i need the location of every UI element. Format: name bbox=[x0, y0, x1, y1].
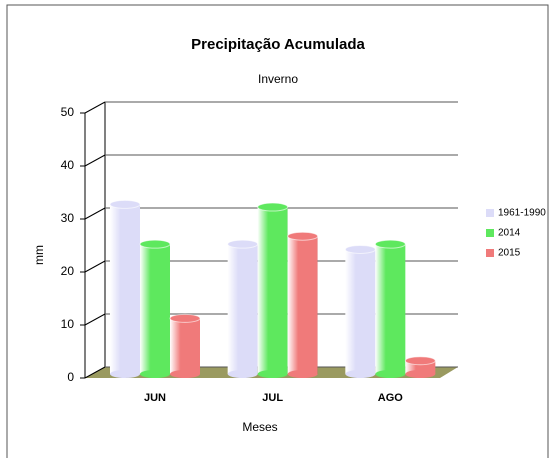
bar-top bbox=[344, 244, 376, 254]
bar-bottom bbox=[287, 370, 318, 378]
bar bbox=[374, 239, 406, 378]
bar bbox=[257, 202, 289, 378]
bar-top bbox=[374, 239, 406, 249]
bar-body bbox=[375, 244, 406, 374]
bar-bottom bbox=[170, 370, 200, 378]
bar bbox=[227, 239, 259, 378]
grid-line bbox=[84, 207, 106, 220]
bar-body bbox=[140, 244, 170, 374]
bar-top bbox=[169, 313, 201, 323]
bar-body bbox=[345, 249, 376, 374]
y-axis-label: mm bbox=[32, 245, 46, 265]
y-tick-label: 20 bbox=[61, 264, 75, 278]
bar-bottom bbox=[375, 370, 406, 378]
bar-body bbox=[287, 236, 318, 374]
chart-title: Precipitação Acumulada bbox=[191, 36, 365, 53]
grid-line bbox=[84, 101, 106, 114]
y-tick-label: 10 bbox=[61, 317, 75, 331]
bar-top bbox=[139, 239, 171, 249]
legend-label: 2014 bbox=[498, 228, 521, 239]
bar-top bbox=[404, 356, 436, 366]
bar-top bbox=[109, 199, 141, 209]
bar-body bbox=[227, 244, 258, 374]
bar-body bbox=[257, 207, 288, 374]
x-tick-label: JUN bbox=[144, 392, 166, 404]
grid-line bbox=[84, 366, 106, 379]
grid-line bbox=[84, 313, 106, 326]
bar-bottom bbox=[257, 370, 288, 378]
x-tick-label: AGO bbox=[378, 392, 404, 404]
bar bbox=[139, 239, 171, 378]
bar-bottom bbox=[405, 370, 436, 378]
bar-bottom bbox=[345, 370, 376, 378]
grid-line bbox=[84, 154, 106, 167]
bar bbox=[169, 313, 201, 378]
y-tick-label: 0 bbox=[67, 370, 74, 384]
bar-body bbox=[110, 204, 140, 374]
bar bbox=[109, 199, 141, 378]
grid-line bbox=[84, 260, 106, 273]
bar-bottom bbox=[110, 370, 140, 378]
x-tick-label: JUL bbox=[262, 392, 283, 404]
y-tick-label: 40 bbox=[61, 158, 75, 172]
bar-top bbox=[257, 202, 289, 212]
bar-bottom bbox=[227, 370, 258, 378]
legend-label: 2015 bbox=[498, 248, 521, 259]
x-axis-label: Meses bbox=[242, 420, 277, 434]
chart-subtitle: Inverno bbox=[258, 72, 298, 86]
legend-label: 1961-1990 bbox=[498, 208, 546, 219]
y-tick-label: 30 bbox=[61, 211, 75, 225]
legend-swatch bbox=[486, 229, 494, 237]
bar-top bbox=[227, 239, 259, 249]
bar bbox=[344, 244, 376, 378]
legend-swatch bbox=[486, 249, 494, 257]
bar-bottom bbox=[140, 370, 170, 378]
bar-top bbox=[287, 231, 319, 241]
legend-swatch bbox=[486, 209, 494, 217]
bar bbox=[404, 356, 436, 378]
bar-body bbox=[170, 318, 200, 374]
bar bbox=[287, 231, 319, 378]
y-tick-label: 50 bbox=[61, 105, 75, 119]
